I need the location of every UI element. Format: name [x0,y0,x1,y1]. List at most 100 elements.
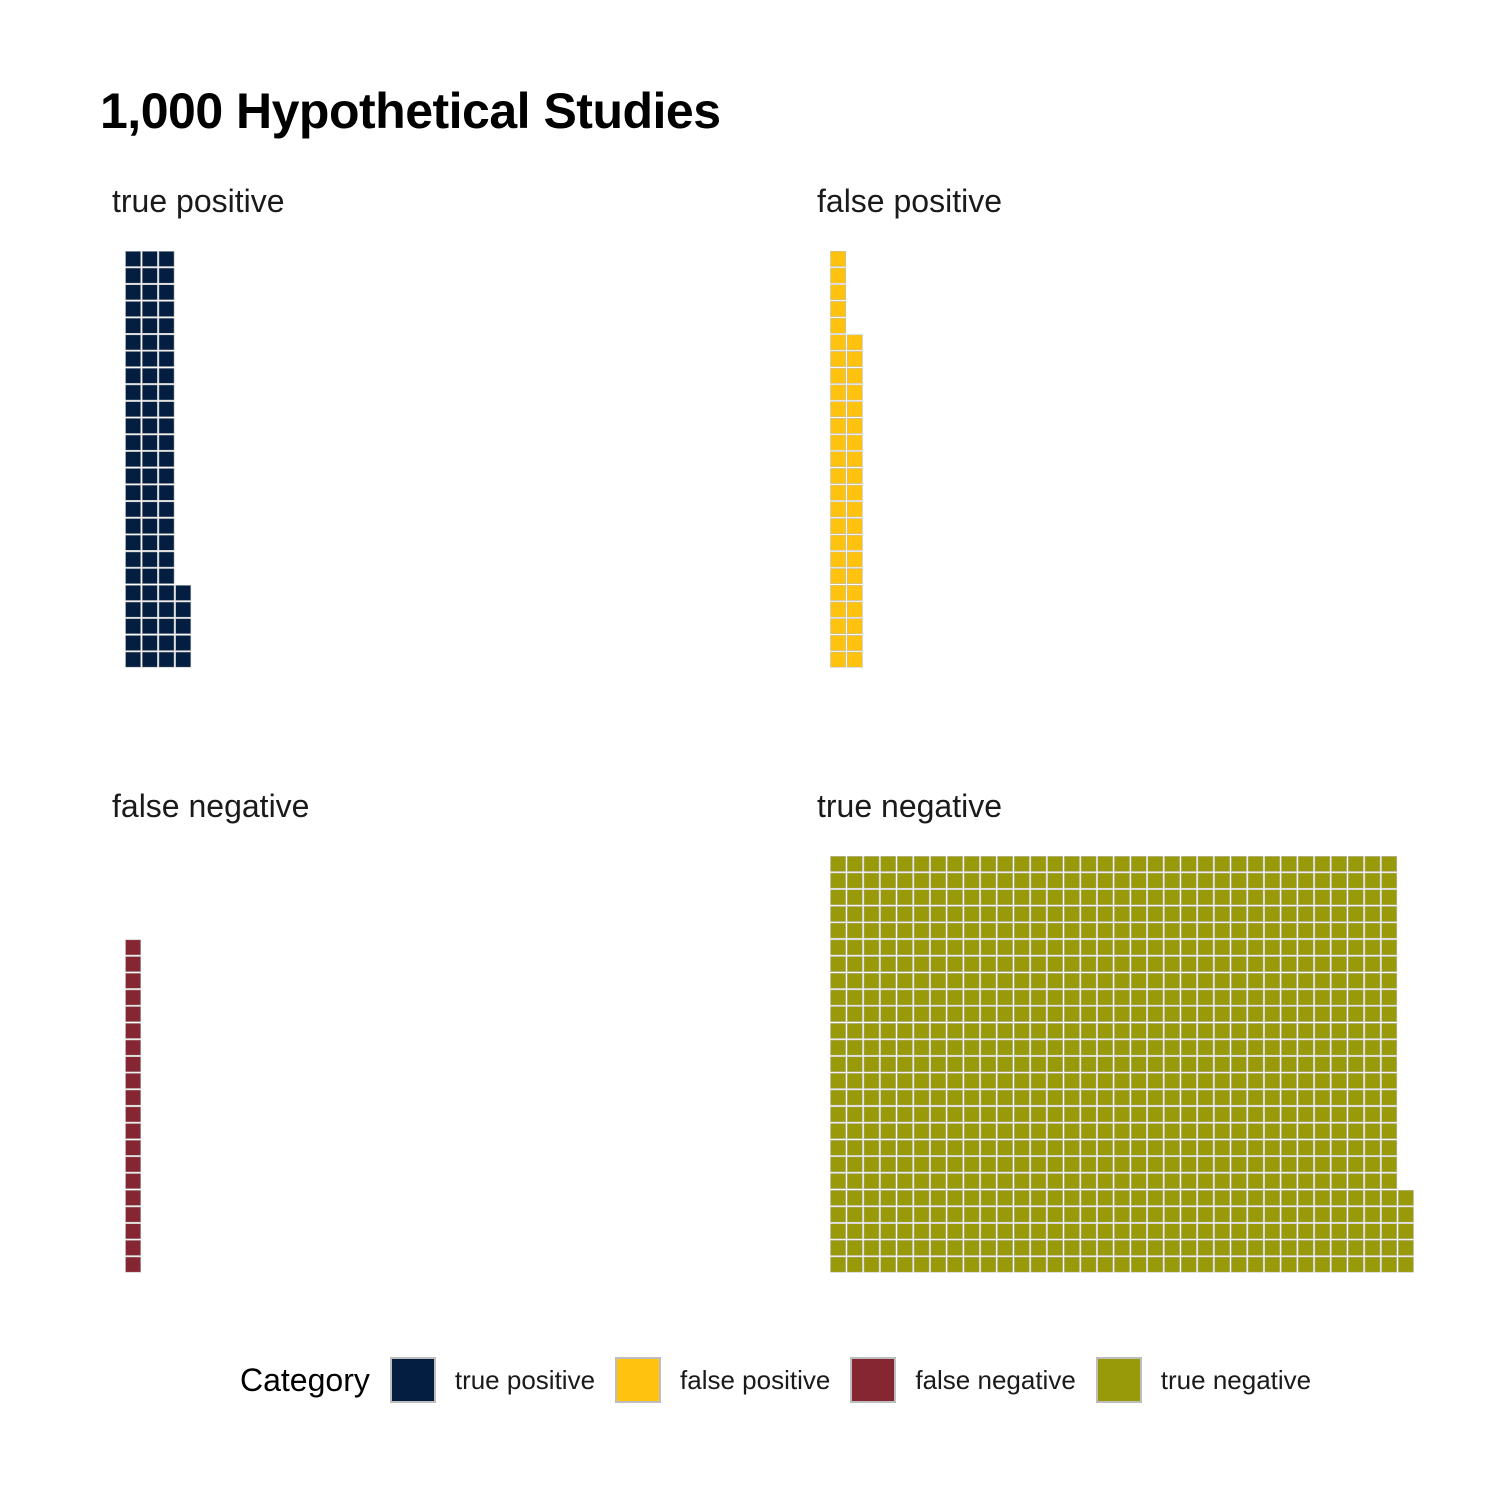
waffle-cell-true-negative [880,1139,897,1156]
waffle-cell-true-negative [1130,889,1147,906]
waffle-cell-true-negative [1013,989,1030,1006]
waffle-cell-true-negative [1064,872,1080,889]
waffle-cell-false-positive [830,635,846,651]
waffle-cell-true-negative [1214,1073,1231,1089]
waffle-cell-true-negative [1281,1256,1297,1273]
waffle-cell-true-negative [947,855,963,872]
waffle-cell-true-negative [997,1006,1013,1022]
waffle-cell-true-negative [997,1173,1013,1189]
waffle-cell-false-negative [125,1190,141,1206]
waffle-cell-true-negative [930,1173,947,1189]
waffle-cell-true-negative [1130,972,1147,989]
waffle-cell-true-negative [1047,1223,1064,1240]
waffle-cell-true-negative [1364,1039,1381,1056]
waffle-cell-true-negative [1164,1190,1180,1206]
waffle-cell-true-negative [947,1073,963,1089]
waffle-cell-true-negative [1197,872,1214,889]
waffle-cell-true-negative [1047,1206,1064,1223]
waffle-cell-true-negative [1147,1006,1164,1022]
waffle-cell-true-negative [1297,922,1314,939]
waffle-cell-true-negative [896,1190,913,1206]
waffle-cell-true-negative [830,906,846,922]
waffle-cell-true-negative [1364,855,1381,872]
waffle-cell-true-negative [1281,1106,1297,1123]
waffle-cell-true-negative [1147,889,1164,906]
waffle-cell-false-positive [846,367,863,384]
waffle-cell-true-negative [963,1190,980,1206]
waffle-cell-true-negative [930,1006,947,1022]
waffle-cell-true-negative [913,1156,930,1173]
waffle-cell-true-negative [830,1156,846,1173]
waffle-cell-true-negative [1047,1156,1064,1173]
waffle-cell-true-negative [1180,1190,1197,1206]
waffle-cell-true-negative [863,1190,880,1206]
waffle-cell-true-negative [1130,939,1147,956]
waffle-cell-true-positive [141,301,158,317]
waffle-cell-true-negative [1364,1256,1381,1273]
waffle-cell-true-negative [1097,972,1114,989]
waffle-cell-false-negative [125,989,141,1006]
waffle-cell-true-negative [1364,1223,1381,1240]
waffle-cell-true-negative [997,956,1013,972]
waffle-cell-true-negative [1030,1089,1047,1106]
waffle-cell-true-positive [158,551,175,568]
waffle-cell-true-negative [1080,1223,1097,1240]
waffle-cell-true-negative [1247,1240,1264,1256]
waffle-cell-true-negative [1013,1240,1030,1256]
waffle-cell-true-negative [1197,1256,1214,1273]
waffle-cell-true-negative [1297,906,1314,922]
waffle-cell-true-negative [1147,956,1164,972]
waffle-cell-true-negative [1331,1156,1347,1173]
waffle-cell-true-negative [1364,989,1381,1006]
waffle-cell-true-negative [1130,1223,1147,1240]
waffle-cell-false-positive [846,568,863,584]
waffle-cell-true-positive [158,451,175,468]
waffle-cell-true-negative [1264,939,1281,956]
waffle-cell-true-positive [125,568,141,584]
waffle-cell-true-negative [1047,956,1064,972]
waffle-cell-false-negative [125,1206,141,1223]
waffle-cell-false-positive [846,384,863,401]
waffle-cell-true-negative [1197,922,1214,939]
waffle-cell-true-negative [1247,939,1264,956]
waffle-cell-true-negative [846,855,863,872]
waffle-cell-true-negative [980,1106,997,1123]
waffle-cell-true-negative [1013,872,1030,889]
waffle-cell-true-negative [1264,872,1281,889]
waffle-cell-true-negative [896,855,913,872]
waffle-cell-true-negative [1364,1006,1381,1022]
waffle-cell-true-negative [1297,972,1314,989]
waffle-cell-true-negative [997,1022,1013,1039]
waffle-cell-true-negative [1164,1123,1180,1139]
waffle-cell-true-negative [997,989,1013,1006]
waffle-cell-true-negative [1130,1022,1147,1039]
waffle-cell-true-negative [846,922,863,939]
waffle-cell-true-negative [1381,1106,1398,1123]
waffle-cell-true-negative [1013,1022,1030,1039]
waffle-cell-true-negative [830,1073,846,1089]
waffle-cell-false-positive [830,351,846,367]
waffle-cell-true-negative [1197,1022,1214,1039]
waffle-cell-true-negative [1264,889,1281,906]
waffle-cell-true-negative [1381,1223,1398,1240]
waffle-cell-true-negative [1030,972,1047,989]
waffle-cell-true-negative [1347,1123,1364,1139]
waffle-cell-true-negative [1164,1206,1180,1223]
waffle-cell-true-positive [125,518,141,534]
waffle-cell-true-negative [1130,1173,1147,1189]
waffle-cell-true-positive [158,651,175,668]
waffle-cell-true-negative [1297,1256,1314,1273]
waffle-cell-true-negative [1164,872,1180,889]
waffle-cell-true-negative [1381,1006,1398,1022]
waffle-cell-true-negative [947,872,963,889]
waffle-cell-true-negative [980,1089,997,1106]
waffle-cell-true-negative [830,855,846,872]
waffle-cell-true-negative [1197,1173,1214,1189]
waffle-cell-true-negative [980,1073,997,1089]
waffle-cell-false-positive [830,618,846,635]
waffle-cell-true-negative [896,1206,913,1223]
waffle-cell-true-negative [1264,1139,1281,1156]
waffle-cell-false-positive [830,401,846,418]
waffle-cell-true-negative [1347,922,1364,939]
waffle-cell-true-negative [1297,1190,1314,1206]
